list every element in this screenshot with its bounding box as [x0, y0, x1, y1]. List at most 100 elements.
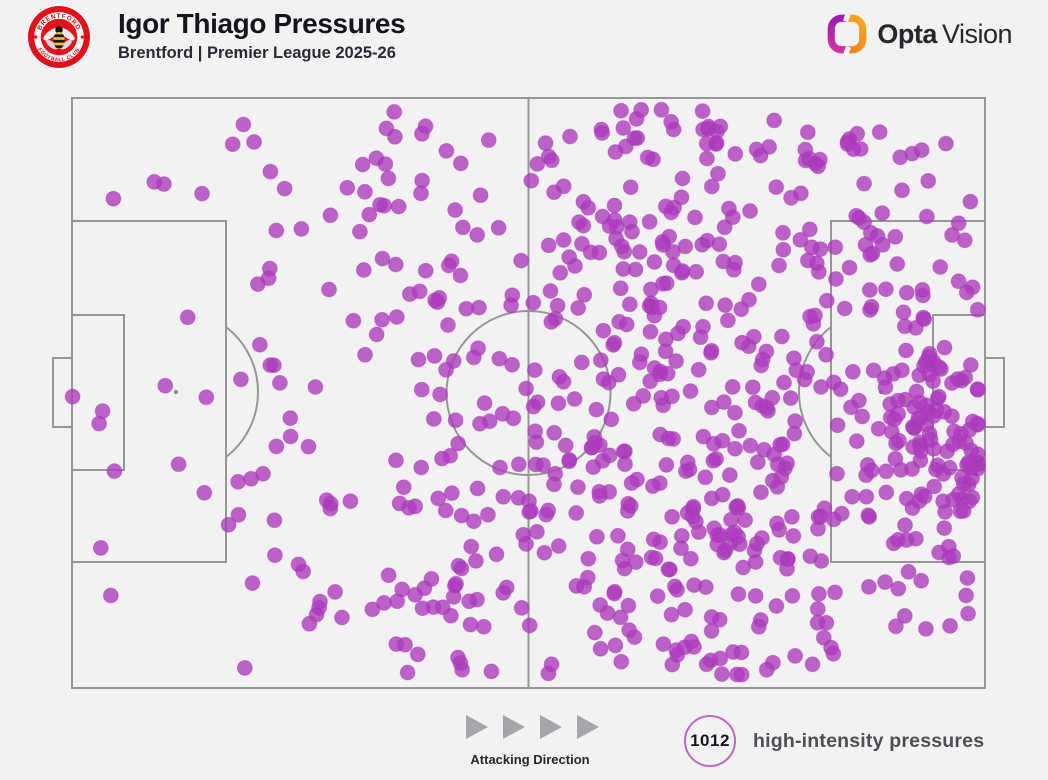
pressure-dot — [570, 300, 587, 316]
pressure-dot — [378, 120, 395, 137]
pressure-dot — [454, 219, 471, 236]
pressure-dot — [607, 637, 624, 654]
pressure-dot — [912, 410, 928, 427]
pressure-dot — [450, 649, 466, 666]
pressure-dot — [758, 399, 775, 416]
pressure-dot — [631, 354, 648, 371]
pressure-dot — [818, 346, 835, 363]
pressure-dot — [399, 664, 416, 681]
pressure-dot — [776, 374, 792, 391]
brand-name-regular: Vision — [941, 18, 1013, 49]
pressure-dot — [521, 617, 538, 634]
pressure-dot — [690, 524, 707, 541]
pressure-dot — [551, 368, 568, 385]
pressure-dot — [717, 542, 734, 559]
pressure-dot — [682, 383, 699, 400]
pressure-dot — [877, 281, 894, 298]
pressure-dot — [513, 252, 530, 269]
pressure-dot — [747, 554, 764, 570]
pressure-dot — [503, 297, 520, 314]
pressure-dot — [523, 172, 540, 189]
pressure-dot — [742, 437, 759, 454]
pressure-dot — [939, 443, 956, 460]
pressure-dot — [908, 383, 925, 400]
pressure-dot — [918, 208, 935, 225]
pressure-dot — [804, 656, 821, 673]
pressure-dot — [543, 152, 560, 169]
pressure-dot — [848, 433, 865, 450]
pressure-dot — [753, 484, 769, 501]
pressure-dot — [833, 505, 850, 522]
pressure-dot — [536, 544, 553, 561]
bee-icon — [43, 26, 75, 50]
pressure-dot — [579, 569, 596, 586]
pressure-dot — [810, 585, 827, 602]
pressure-dot — [898, 284, 915, 301]
pressure-dot — [372, 196, 388, 213]
pressure-dot — [480, 132, 497, 149]
pressure-dot — [889, 256, 906, 272]
pressure-dot — [895, 304, 912, 321]
pressure-dot — [773, 328, 790, 345]
pressure-dot — [713, 666, 730, 683]
pressure-dot — [642, 281, 659, 298]
pressure-dot — [426, 347, 443, 364]
pressure-dot — [960, 605, 977, 622]
pressure-dot — [413, 185, 429, 202]
pressure-dot — [764, 472, 781, 489]
pressure-dot — [641, 213, 658, 230]
pressure-dot — [525, 398, 542, 415]
pressure-dot — [646, 254, 663, 270]
pressure-dot — [925, 408, 942, 424]
pressure-dot — [546, 424, 563, 441]
pressure-dot — [710, 165, 726, 182]
pressure-dots — [64, 101, 986, 683]
pressure-dot — [799, 363, 816, 380]
pressure-dot — [688, 263, 705, 280]
pressure-dot — [832, 381, 849, 398]
pressure-dot — [663, 606, 680, 623]
pressure-dot — [775, 241, 792, 258]
pressure-dot — [613, 238, 630, 255]
pressure-dot — [526, 362, 543, 379]
pressure-dot — [852, 141, 869, 157]
pitch — [52, 97, 1005, 689]
pressure-dot — [969, 415, 986, 432]
pressure-dot — [787, 647, 804, 664]
pressure-dot — [917, 620, 934, 637]
pressure-dot — [825, 645, 842, 662]
pressure-dot — [892, 149, 909, 166]
pressure-dot — [956, 232, 973, 249]
pressure-dot — [339, 179, 356, 196]
pressure-dot — [787, 413, 804, 430]
pressure-dot — [361, 206, 378, 223]
pressure-dot — [380, 567, 397, 584]
pressure-dot — [622, 497, 639, 514]
pressure-dot — [827, 239, 844, 256]
pressure-dot — [733, 644, 750, 661]
pressure-dot — [261, 260, 278, 277]
pressure-dot — [621, 296, 638, 313]
pressure-dot — [969, 301, 986, 318]
pressure-dot — [744, 379, 761, 396]
pressure-dot — [546, 476, 562, 493]
pressure-dot — [282, 410, 299, 427]
pressure-dot — [810, 158, 827, 175]
pressure-dot — [957, 369, 974, 386]
pressure-dot — [170, 456, 187, 473]
pressure-dot — [575, 193, 592, 210]
pressure-dot — [591, 488, 608, 504]
pressure-dot — [612, 280, 629, 297]
pressure-dot — [937, 135, 954, 152]
pressure-dot — [488, 546, 505, 563]
pressure-dot — [771, 521, 788, 538]
pressure-dot — [660, 561, 677, 578]
pressure-dot — [839, 136, 856, 152]
pressure-dot — [586, 434, 603, 451]
pressure-dot — [945, 548, 962, 565]
left-penalty-arc — [225, 326, 260, 458]
pressure-dot — [442, 607, 459, 624]
pressure-dot — [677, 238, 694, 255]
header-titles: Igor Thiago Pressures Brentford | Premie… — [118, 8, 406, 63]
